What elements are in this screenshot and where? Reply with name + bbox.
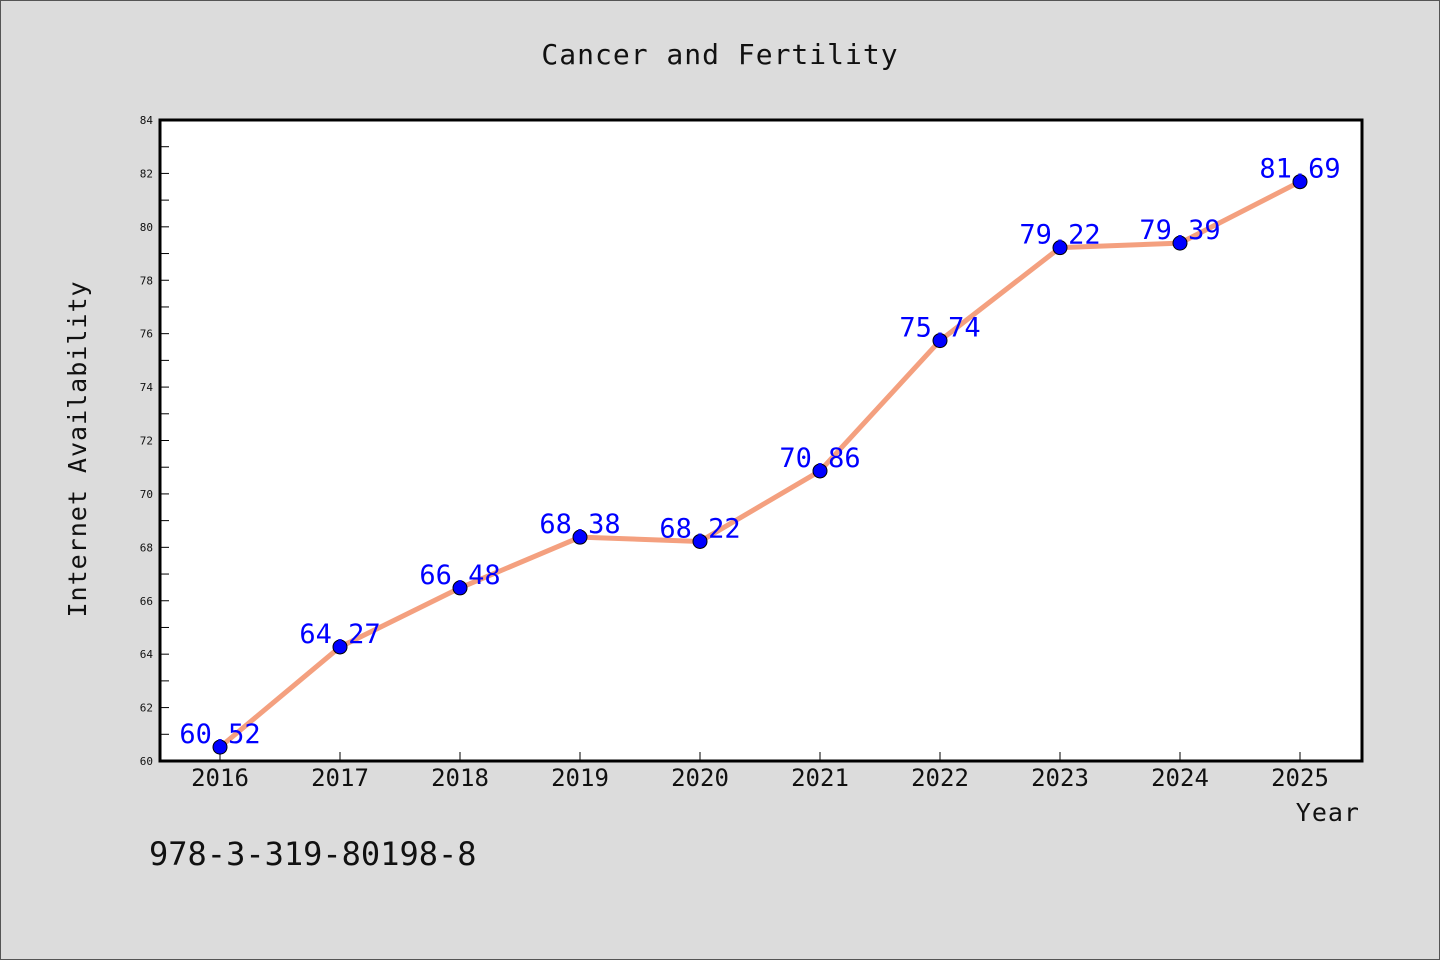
series-line (218, 179, 1302, 750)
data-label: 64.27 (299, 619, 380, 650)
data-label: 79.39 (1139, 215, 1220, 246)
y-tick-label: 62 (140, 702, 153, 715)
data-point (332, 639, 348, 655)
x-tick-label: 2020 (671, 764, 729, 792)
data-point (572, 529, 588, 545)
x-tick-label: 2021 (791, 764, 849, 792)
chart-title: Cancer and Fertility (541, 38, 898, 71)
isbn-text: 978-3-319-80198-8 (149, 835, 477, 873)
data-point (212, 739, 228, 755)
data-label: 60.52 (179, 719, 260, 750)
x-tick-label: 2024 (1151, 764, 1209, 792)
data-markers (212, 174, 1308, 755)
y-tick-label: 72 (140, 435, 153, 448)
data-label: 66.48 (419, 560, 500, 591)
y-tick-label: 60 (140, 755, 153, 768)
data-point (452, 580, 468, 596)
x-tick-label: 2022 (911, 764, 969, 792)
y-axis: 60 62 64 66 68 70 72 74 76 78 80 82 84 (140, 114, 169, 768)
data-label: 79.22 (1019, 220, 1100, 251)
y-tick-label: 84 (140, 114, 154, 127)
data-label: 75.74 (899, 313, 980, 344)
data-label: 68.22 (659, 513, 740, 544)
data-label: 68.38 (539, 509, 620, 540)
y-tick-label: 70 (140, 488, 153, 501)
x-tick-label: 2023 (1031, 764, 1089, 792)
y-tick-label: 74 (140, 381, 154, 394)
data-label: 70.86 (779, 443, 860, 474)
y-tick-label: 78 (140, 274, 153, 287)
data-label: 81.69 (1259, 154, 1340, 185)
x-tick-label: 2017 (311, 764, 369, 792)
x-tick-label: 2016 (191, 764, 249, 792)
x-tick-label: 2018 (431, 764, 489, 792)
data-labels: 60.52 64.27 66.48 68.38 68.22 70.86 75.74 79.22… (179, 154, 1340, 750)
y-tick-label: 80 (140, 221, 153, 234)
plot-area (158, 118, 1364, 763)
x-tick-label: 2019 (551, 764, 609, 792)
y-axis-label: Internet Availability (63, 280, 92, 617)
y-tick-label: 66 (140, 595, 153, 608)
x-tick-label: 2025 (1271, 764, 1329, 792)
data-point (1292, 174, 1308, 190)
data-point (692, 533, 708, 549)
y-tick-label: 76 (140, 328, 153, 341)
data-point (1172, 235, 1188, 251)
data-point (812, 463, 828, 479)
x-axis-label: Year (1296, 798, 1360, 827)
y-tick-label: 68 (140, 541, 153, 554)
y-tick-label: 64 (140, 648, 154, 661)
data-point (1052, 240, 1068, 256)
x-axis: 2016 2017 2018 2019 2020 2021 2022 2023 2024 2025 (191, 752, 1329, 792)
data-point (932, 333, 948, 349)
y-tick-label: 82 (140, 167, 153, 180)
